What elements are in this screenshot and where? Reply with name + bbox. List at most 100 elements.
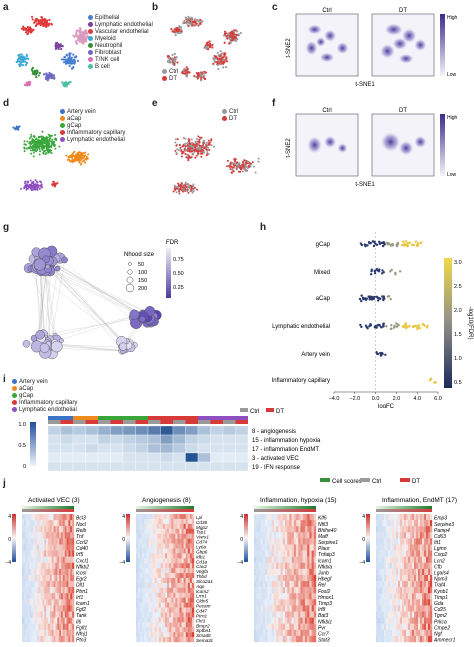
- cell-point: [194, 21, 197, 24]
- heatmap-cell: [66, 599, 69, 606]
- heatmap-cell: [271, 514, 275, 521]
- heatmap-cell: [406, 556, 409, 563]
- gene-label: Vegfa: [196, 569, 208, 574]
- heatmap-cell: [300, 520, 303, 527]
- heatmap-cell: [298, 532, 301, 539]
- heatmap-cell: [140, 632, 143, 638]
- heatmap-cell: [181, 553, 184, 559]
- cell-point: [46, 139, 49, 142]
- heatmap-cell: [53, 587, 56, 594]
- module-cell: [235, 425, 249, 436]
- cell-point: [47, 133, 50, 136]
- heatmap-cell: [189, 523, 193, 529]
- cell-point: [180, 149, 183, 152]
- cell-point: [185, 66, 188, 69]
- heatmap-cell: [262, 635, 266, 643]
- heatmap-cell: [44, 520, 47, 527]
- heatmap-cell: [313, 635, 317, 643]
- heatmap-cell: [384, 556, 387, 563]
- heatmap-cell: [72, 587, 75, 594]
- heatmap-cell: [160, 578, 164, 584]
- scale-tick: 0.5: [18, 443, 26, 449]
- heatmap-cell: [29, 520, 32, 527]
- cell-point: [195, 137, 198, 140]
- gene-label: Lpl: [196, 515, 203, 520]
- heatmap-cell: [282, 514, 286, 521]
- heatmap-cell: [154, 607, 157, 613]
- heatmap-cell: [269, 635, 272, 643]
- heatmap-cell: [29, 532, 32, 539]
- heatmap-cell: [265, 587, 268, 594]
- heatmap-cell: [48, 532, 51, 539]
- cell-point: [184, 145, 187, 148]
- heatmap-cell: [378, 526, 381, 533]
- heatmap-cell: [72, 611, 75, 618]
- heatmap-cell: [280, 514, 283, 521]
- gene-label: Icosl: [76, 571, 87, 577]
- heatmap-cell: [25, 550, 28, 557]
- heatmap-cell: [260, 514, 264, 521]
- heatmap-cell: [53, 520, 56, 527]
- nhood-point: [359, 323, 362, 327]
- heatmap-cell: [35, 599, 38, 606]
- heatmap-cell: [40, 581, 43, 588]
- x-tick-label: 0.0: [372, 396, 380, 402]
- heatmap-cell: [309, 587, 312, 594]
- heatmap-cell: [173, 518, 176, 525]
- cell-point: [194, 146, 197, 149]
- heatmap-cell: [49, 599, 52, 606]
- heatmap-cell: [23, 599, 26, 606]
- colorbar-tick: 0.5: [454, 380, 462, 386]
- heatmap-cell: [267, 538, 270, 545]
- heatmap-cell: [287, 526, 290, 533]
- heatmap-cell: [426, 587, 429, 594]
- heatmap-cell: [48, 593, 51, 600]
- heatmap-cell: [408, 556, 411, 563]
- panel-d-tsne: [12, 125, 90, 192]
- heatmap-cell: [162, 533, 166, 539]
- heatmap-cell: [302, 629, 306, 637]
- heatmap-cell: [44, 556, 47, 563]
- gene-label: Nfnj1: [76, 631, 88, 637]
- heatmap-cell: [412, 556, 415, 563]
- cell-point: [245, 159, 248, 162]
- heatmap-cell: [51, 635, 54, 643]
- heatmap-cell: [400, 544, 403, 551]
- heatmap-cell: [42, 623, 45, 631]
- heatmap-cell: [40, 514, 43, 521]
- heatmap-cell: [51, 556, 54, 563]
- heatmap-cell: [23, 629, 26, 637]
- heatmap-cell: [378, 562, 381, 570]
- heatmap-cell: [156, 563, 159, 569]
- legend-item: Lymphatic endothelial: [12, 406, 77, 413]
- module-cell: [110, 461, 124, 472]
- nhood-point: [369, 273, 373, 276]
- heatmap-cell: [278, 574, 281, 582]
- cell-point: [257, 160, 260, 163]
- heatmap-cell: [291, 629, 295, 637]
- heatmap-cell: [175, 558, 178, 564]
- heatmap-cell: [150, 592, 153, 598]
- heatmap-cell: [150, 578, 153, 584]
- heatmap-cell: [304, 538, 308, 545]
- heatmap-cell: [68, 587, 71, 594]
- heatmap-cell: [40, 556, 43, 563]
- heatmap-cell: [296, 538, 299, 545]
- legend-item: B cell: [88, 63, 150, 70]
- cell-point: [72, 155, 75, 158]
- cell-point: [70, 159, 73, 162]
- heatmap-cell: [31, 520, 34, 527]
- heatmap-cell: [27, 623, 30, 631]
- heatmap-cell: [304, 629, 308, 637]
- heatmap-cell: [140, 637, 143, 643]
- heatmap-cell: [406, 574, 409, 582]
- cell-point: [177, 186, 180, 189]
- legend-swatch: [88, 57, 93, 62]
- heatmap-cell: [179, 514, 182, 520]
- heatmap-cell: [158, 523, 162, 529]
- cell-point: [51, 138, 54, 141]
- heatmap-cell: [177, 617, 180, 623]
- heatmap-cell: [158, 637, 162, 643]
- heatmap-cell: [394, 574, 397, 582]
- heatmap-cell: [309, 593, 312, 600]
